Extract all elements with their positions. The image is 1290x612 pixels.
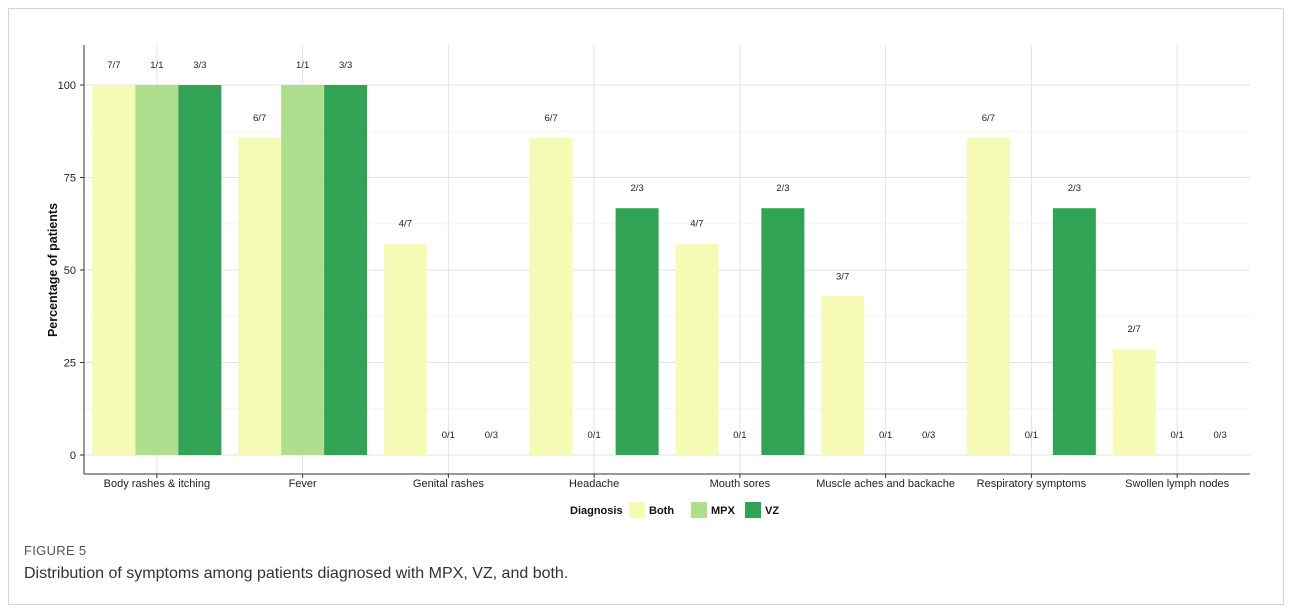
bar-label: 0/1 [1025, 430, 1038, 441]
bar-vz [324, 85, 368, 455]
legend-swatch-both [629, 502, 645, 518]
bar-label: 4/7 [690, 219, 703, 230]
bar-both [92, 85, 136, 455]
y-tick-label: 0 [70, 450, 76, 462]
legend-label-mpx: MPX [711, 505, 736, 517]
bar-label: 0/1 [733, 430, 746, 441]
bar-chart: 7/7 1/1 3/36/71/1 3/34/70/1 0/36/70/12/34/70… [46, 45, 1250, 518]
x-tick-label: Muscle aches and backache [816, 478, 955, 490]
bar-label: 3/3 [339, 60, 352, 71]
bar-label: 0/1 [879, 430, 892, 441]
bar-label: 2/3 [1068, 183, 1081, 194]
bar-label: 1/1 [150, 60, 163, 71]
bar-both [1112, 349, 1156, 455]
bar-label: 2/3 [631, 183, 644, 194]
bar-label: 6/7 [253, 113, 266, 124]
bar-both [238, 137, 282, 455]
x-tick-label: Mouth sores [710, 478, 771, 490]
bars [92, 85, 1156, 455]
bar-label: 4/7 [399, 219, 412, 230]
bar-vz [615, 208, 659, 455]
figure-label: FIGURE 5 [24, 543, 87, 558]
bar-label: 3/7 [836, 271, 849, 282]
y-axis-title: Percentage of patients [46, 203, 60, 337]
y-tick-label: 100 [58, 80, 76, 92]
legend-title: Diagnosis [570, 505, 623, 517]
legend-swatch-mpx [691, 502, 707, 518]
bar-both [966, 137, 1010, 455]
figure-caption: Distribution of symptoms among patients … [24, 565, 569, 582]
bar-label: 0/1 [442, 430, 455, 441]
x-tick-label: Respiratory symptoms [977, 478, 1087, 490]
y-tick-label: 75 [64, 173, 76, 185]
legend: Diagnosis Both MPX VZ [570, 502, 779, 518]
bar-label: 1/1 [296, 60, 309, 71]
x-tick-label: Swollen lymph nodes [1125, 478, 1229, 490]
bar-both [383, 243, 427, 455]
bar-label: 0/3 [1214, 430, 1227, 441]
bar-vz [761, 208, 805, 455]
bar-both [821, 296, 865, 455]
axes: 0 25 50 75 100 Body rashes & itching Fever Geni… [58, 45, 1250, 490]
bar-label: 3/3 [193, 60, 206, 71]
legend-label-both: Both [649, 505, 674, 517]
x-tick-label: Body rashes & itching [104, 478, 210, 490]
bar-vz [1052, 208, 1096, 455]
bar-label: 6/7 [545, 113, 558, 124]
x-tick-label: Genital rashes [413, 478, 484, 490]
bar-label: 0/3 [485, 430, 498, 441]
y-tick-label: 25 [64, 358, 76, 370]
bar-mpx [135, 85, 179, 455]
bar-vz [178, 85, 222, 455]
bar-labels: 7/7 1/1 3/3 6/7 1/1 3/3 4/7 0/1 0/3 6/7 0/1 2/3 4/7 0… [107, 60, 1226, 441]
bar-label: 6/7 [982, 113, 995, 124]
bar-label: 0/1 [588, 430, 601, 441]
bar-label: 7/7 [107, 60, 120, 71]
bar-label: 2/7 [1128, 324, 1141, 335]
bar-both [675, 243, 719, 455]
y-tick-label: 50 [64, 265, 76, 277]
legend-label-vz: VZ [765, 505, 779, 517]
bar-mpx [281, 85, 325, 455]
bar-both [529, 137, 573, 455]
bar-label: 0/3 [922, 430, 935, 441]
legend-swatch-vz [745, 502, 761, 518]
bar-label: 0/1 [1171, 430, 1184, 441]
x-tick-label: Fever [289, 478, 317, 490]
x-tick-label: Headache [569, 478, 619, 490]
bar-label: 2/3 [776, 183, 789, 194]
